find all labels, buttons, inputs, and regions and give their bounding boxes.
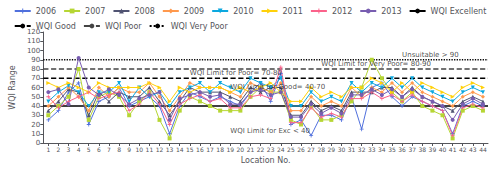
svg-text:WQI Range: WQI Range [8,65,17,110]
svg-text:20: 20 [31,121,40,129]
svg-text:26: 26 [297,146,305,153]
svg-text:19: 19 [226,146,234,153]
svg-text:WQI Limit for Very Poor= 80-90: WQI Limit for Very Poor= 80-90 [321,60,431,68]
svg-text:14: 14 [176,146,184,153]
svg-text:18: 18 [216,146,224,153]
svg-text:23: 23 [267,146,275,153]
svg-text:12: 12 [156,146,164,153]
svg-text:39: 39 [429,146,437,153]
svg-text:WQI Good: WQI Good [36,22,76,31]
svg-text:31: 31 [348,146,356,153]
svg-text:17: 17 [206,146,214,153]
svg-text:3: 3 [67,146,71,153]
svg-text:24: 24 [277,146,285,153]
svg-text:7: 7 [107,146,111,153]
svg-text:27: 27 [307,146,315,153]
svg-text:21: 21 [247,146,255,153]
svg-text:28: 28 [317,146,325,153]
svg-text:WQI Excellent: WQI Excellent [431,7,487,16]
svg-text:70: 70 [31,74,40,82]
svg-text:44: 44 [479,146,487,153]
svg-text:WQI Very Poor: WQI Very Poor [171,22,229,31]
svg-text:WQI Limit for Good= 40-70: WQI Limit for Good= 40-70 [230,83,325,91]
svg-text:9: 9 [127,146,131,153]
svg-text:30: 30 [31,111,40,119]
svg-text:43: 43 [469,146,477,153]
svg-text:35: 35 [388,146,396,153]
svg-text:6: 6 [97,146,101,153]
svg-text:90: 90 [31,56,40,64]
svg-text:80: 80 [31,65,40,73]
svg-text:37: 37 [408,146,416,153]
svg-text:40: 40 [439,146,447,153]
svg-text:2007: 2007 [85,7,105,16]
svg-text:2011: 2011 [283,7,303,16]
svg-text:22: 22 [257,146,265,153]
svg-text:0: 0 [36,139,40,147]
svg-text:30: 30 [338,146,346,153]
svg-text:Unsuitable > 90: Unsuitable > 90 [402,51,459,59]
svg-text:2013: 2013 [381,7,401,16]
svg-text:42: 42 [459,146,467,153]
svg-text:60: 60 [31,84,40,92]
svg-text:2012: 2012 [332,7,352,16]
svg-text:33: 33 [368,146,376,153]
svg-text:13: 13 [166,146,174,153]
svg-text:32: 32 [358,146,366,153]
svg-text:41: 41 [449,146,457,153]
svg-text:2009: 2009 [184,7,204,16]
svg-text:34: 34 [378,146,386,153]
svg-text:38: 38 [418,146,426,153]
svg-text:15: 15 [186,146,194,153]
svg-text:10: 10 [31,130,40,138]
svg-text:WQI Limit for Poor= 70-80: WQI Limit for Poor= 70-80 [190,69,282,77]
svg-text:120: 120 [26,28,41,36]
svg-text:11: 11 [146,146,154,153]
svg-text:29: 29 [328,146,336,153]
svg-text:2008: 2008 [134,7,154,16]
svg-text:4: 4 [77,146,81,153]
svg-text:WQI Poor: WQI Poor [105,22,142,31]
svg-text:2010: 2010 [233,7,253,16]
svg-text:5: 5 [87,146,91,153]
svg-text:36: 36 [398,146,406,153]
svg-text:20: 20 [237,146,245,153]
svg-text:25: 25 [287,146,295,153]
svg-text:40: 40 [31,102,40,110]
svg-text:10: 10 [135,146,143,153]
svg-text:16: 16 [196,146,204,153]
svg-text:2006: 2006 [36,7,56,16]
svg-text:100: 100 [27,47,40,55]
svg-text:WQI Limit for Exc < 40: WQI Limit for Exc < 40 [230,127,310,135]
svg-text:8: 8 [117,146,121,153]
svg-text:2: 2 [57,146,61,153]
svg-text:Location No.: Location No. [241,156,291,165]
svg-text:50: 50 [31,93,40,101]
svg-text:1: 1 [46,146,50,153]
svg-text:110: 110 [27,37,40,45]
